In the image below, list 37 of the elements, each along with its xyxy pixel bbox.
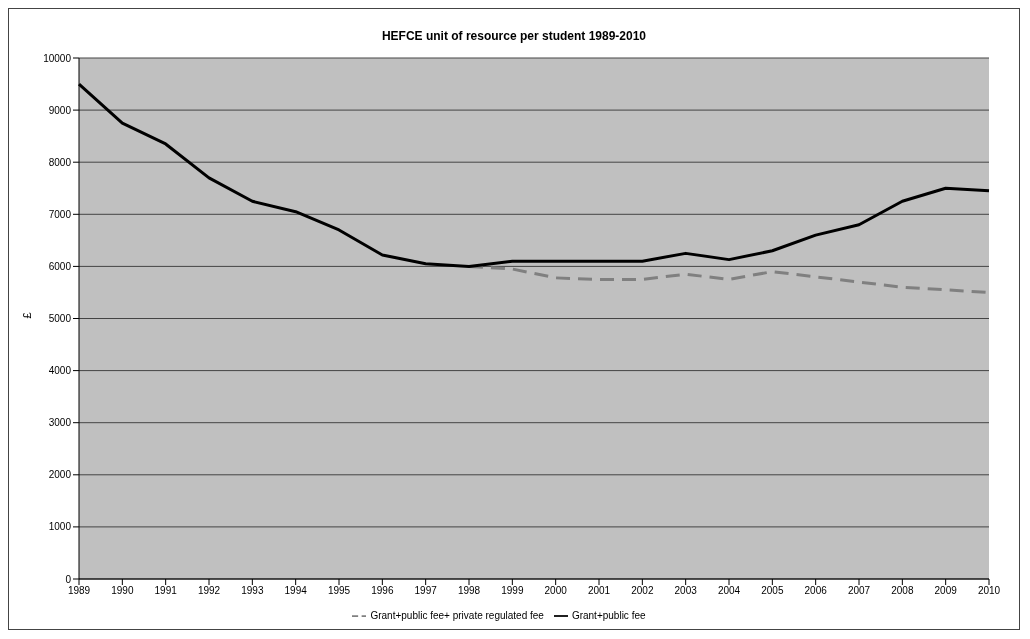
y-tick-label: 5000 (48, 313, 72, 325)
x-tick-label: 1989 (67, 585, 91, 597)
y-tick-label: 2000 (48, 469, 72, 481)
y-tick-label: 3000 (48, 417, 72, 429)
x-tick-label: 1991 (154, 585, 178, 597)
x-tick-label: 2005 (761, 585, 784, 597)
legend-label: Grant+public fee (571, 609, 646, 621)
y-tick-label: 10000 (43, 52, 72, 64)
x-tick-label: 2002 (631, 585, 654, 597)
y-tick-label: 8000 (48, 156, 72, 168)
x-tick-label: 2000 (544, 585, 568, 597)
x-tick-label: 1998 (457, 585, 481, 597)
x-tick-label: 2010 (977, 585, 1001, 597)
x-tick-label: 1996 (371, 585, 394, 597)
x-tick-label: 2009 (934, 585, 958, 597)
y-tick-label: 7000 (48, 208, 72, 220)
y-tick-label: 9000 (48, 104, 72, 116)
x-tick-label: 2006 (804, 585, 828, 597)
x-tick-label: 1993 (241, 585, 264, 597)
x-tick-label: 2007 (847, 585, 871, 597)
x-tick-label: 1990 (111, 585, 134, 597)
x-tick-label: 1995 (327, 585, 351, 597)
legend-label: Grant+public fee+ private regulated fee (370, 609, 544, 621)
y-tick-label: 6000 (48, 260, 72, 272)
x-tick-label: 1999 (501, 585, 524, 597)
x-tick-label: 1992 (197, 585, 221, 597)
y-axis-title: £ (20, 312, 33, 319)
y-tick-label: 0 (65, 573, 72, 585)
x-tick-label: 2008 (891, 585, 914, 597)
x-tick-label: 2004 (717, 585, 741, 597)
x-tick-label: 2003 (674, 585, 698, 597)
x-tick-label: 1994 (284, 585, 308, 597)
x-tick-label: 1997 (414, 585, 438, 597)
chart-title: HEFCE unit of resource per student 1989-2010 (380, 29, 648, 43)
y-tick-label: 1000 (48, 521, 72, 533)
y-tick-label: 4000 (48, 365, 72, 377)
x-tick-label: 2001 (587, 585, 611, 597)
